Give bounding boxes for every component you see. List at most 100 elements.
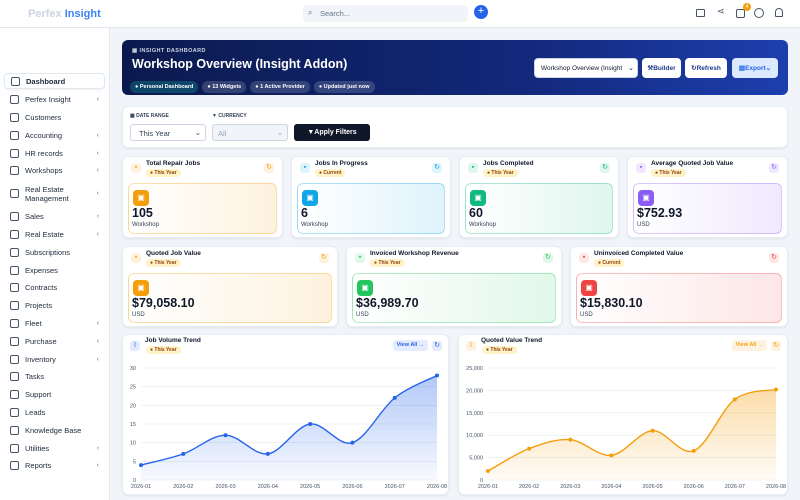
chart-refresh[interactable]: ↻ (771, 341, 781, 351)
bell-icon[interactable] (775, 8, 783, 17)
refresh-button[interactable]: ↻ Refresh (685, 58, 727, 78)
x-tick-label: 2026-08 (766, 484, 786, 490)
currency-select[interactable]: All ⌄ (212, 124, 288, 141)
clock-icon[interactable] (754, 8, 764, 18)
nav-icon (10, 247, 19, 257)
nav-label: Perfex Insight (25, 95, 71, 105)
kpi-refresh[interactable]: ↻ (769, 163, 779, 173)
x-tick-label: 2026-08 (427, 484, 447, 490)
builder-button[interactable]: ⚒ Builder (642, 58, 681, 78)
nav-item[interactable]: Support (4, 386, 105, 404)
nav-item[interactable]: Utilities ‹ (4, 439, 105, 457)
nav-icon (11, 76, 20, 86)
nav-label: Knowledge Base (25, 425, 82, 435)
y-tick-label: 0 (480, 478, 483, 484)
search-box[interactable]: ⌕ Search... (303, 5, 468, 22)
nav-item[interactable]: Dashboard (4, 73, 105, 89)
kpi-title: Average Quoted Job Value (651, 160, 734, 167)
kpi-tag: ● This Year (146, 259, 181, 267)
kpi-refresh[interactable]: ↻ (600, 163, 610, 173)
x-tick-label: 2026-03 (215, 484, 235, 490)
header-banner: ▦ INSIGHT DASHBOARD Workshop Overview (I… (122, 40, 788, 95)
chip-text: Updated just now (323, 84, 370, 90)
kpi-icon: ▣ (302, 190, 318, 206)
point (691, 448, 696, 453)
nav-item[interactable]: Contracts (4, 279, 105, 297)
nav-item[interactable]: Projects (4, 297, 105, 315)
tag-text: This Year (154, 170, 177, 176)
tasks-icon[interactable] (736, 9, 745, 18)
chart-tag: ● This Year (146, 346, 181, 354)
x-tick-label: 2026-04 (258, 484, 278, 490)
kpi-small-icon: ▪ (300, 163, 310, 173)
nav-item[interactable]: Knowledge Base (4, 421, 105, 439)
kpi-value: $752.93 (637, 206, 683, 220)
tag-text: This Year (491, 170, 514, 176)
kpi-card: ▪ Uninvoiced Completed Value ● Current ↻… (570, 246, 788, 327)
kpi-refresh[interactable]: ↻ (432, 163, 442, 173)
point (392, 395, 397, 400)
point (609, 453, 614, 458)
dashboard-select[interactable]: Workshop Overview (Insight ⌄ (534, 58, 638, 78)
chart-title: Job Volume Trend (145, 337, 201, 344)
kpi-card: ▪ Jobs Completed ● This Year ↻ ▣ 60 Work… (459, 156, 619, 238)
label-text: DATE RANGE (136, 113, 169, 119)
x-tick-label: 2026-07 (385, 484, 405, 490)
y-tick-label: 15,000 (466, 411, 483, 417)
nav-label: Sales (25, 212, 44, 222)
view-all-button[interactable]: View All → (393, 340, 428, 351)
nav-icon (10, 95, 19, 105)
tag-text: This Year (490, 347, 513, 353)
chart-refresh[interactable]: ↻ (432, 341, 442, 351)
nav-item[interactable]: Reports ‹ (4, 457, 105, 475)
nav-item[interactable]: Accounting ‹ (4, 126, 105, 144)
x-tick-label: 2026-01 (478, 484, 498, 490)
nav-item[interactable]: Sales ‹ (4, 208, 105, 226)
y-tick-label: 30 (130, 366, 136, 372)
kpi-refresh[interactable]: ↻ (543, 253, 553, 263)
eyebrow-text: INSIGHT DASHBOARD (139, 48, 206, 54)
nav-item[interactable]: Subscriptions (4, 243, 105, 261)
nav-item[interactable]: Workshops ‹ (4, 162, 105, 180)
nav-item[interactable]: Expenses (4, 261, 105, 279)
icon[interactable] (696, 9, 705, 17)
nav-item[interactable]: Tasks (4, 368, 105, 386)
kpi-unit: USD (132, 312, 145, 318)
y-tick-label: 0 (133, 478, 136, 484)
view-all-button[interactable]: View All → (732, 340, 767, 351)
nav-item[interactable]: Purchase ‹ (4, 332, 105, 350)
nav-item[interactable]: Fleet ‹ (4, 315, 105, 333)
date-select[interactable]: This Year ⌄ (130, 124, 206, 141)
nav-label: Dashboard (26, 76, 66, 86)
nav-icon (10, 166, 19, 176)
chevron: ‹ (96, 149, 99, 157)
x-tick-label: 2026-02 (173, 484, 193, 490)
export-button[interactable]: ▤ Export ⌄ (732, 58, 778, 78)
nav-item[interactable]: Real Estate Management ‹ (4, 180, 105, 208)
apply-button[interactable]: ▼ Apply Filters (294, 124, 370, 141)
chevron: ‹ (96, 337, 99, 345)
nav-label: Accounting (25, 130, 63, 140)
add-button[interactable]: + (474, 5, 488, 19)
nav-label: Leads (25, 407, 46, 417)
filters-card: ▦ DATE RANGE This Year ⌄ ▼ CURRENCY All ⌄ … (122, 106, 788, 148)
kpi-icon: ▣ (133, 190, 149, 206)
chart-card: ⌇ Job Volume Trend ● This Year View All … (122, 334, 449, 495)
kpi-tag: ● Current (594, 259, 625, 267)
kpi-title: Uninvoiced Completed Value (594, 250, 684, 257)
nav-item[interactable]: Customers (4, 109, 105, 127)
kpi-refresh[interactable]: ↻ (264, 163, 274, 173)
caret: ⌄ (276, 128, 283, 137)
share-icon[interactable]: ⋖ (717, 6, 725, 16)
nav-item[interactable]: Inventory ‹ (4, 350, 105, 368)
nav-item[interactable]: Leads (4, 404, 105, 422)
kpi-refresh[interactable]: ↻ (319, 253, 329, 263)
tag-text: This Year (659, 170, 682, 176)
kpi-refresh[interactable]: ↻ (769, 253, 779, 263)
caret: ⌄ (628, 65, 634, 72)
nav-label: Real Estate (25, 229, 64, 239)
nav-item[interactable]: Real Estate ‹ (4, 226, 105, 244)
kpi-small-icon: ▪ (579, 253, 589, 263)
nav-item[interactable]: Perfex Insight ‹ (4, 91, 105, 109)
nav-item[interactable]: HR records ‹ (4, 144, 105, 162)
